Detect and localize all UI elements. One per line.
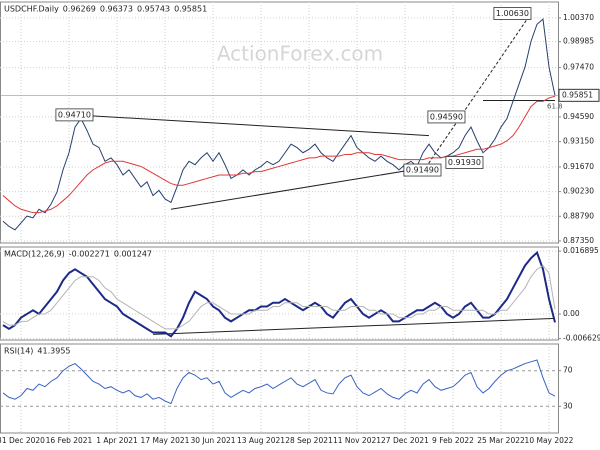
y-tick-label: 0.90230 [563,187,594,196]
x-tick-label: 1 Apr 2021 [96,436,138,445]
x-tick-label: 11 Nov 2021 [333,436,381,445]
trendline [152,317,556,335]
y-tick-label: 0.016895 [563,246,599,255]
panel-title: RSI(14) [4,347,33,356]
x-tick-label: 31 Dec 2020 [0,436,45,445]
y-tick-label: 1.00370 [563,13,594,22]
annotation: 0.91930 [448,158,481,167]
x-tick-label: 27 Dec 2021 [381,436,429,445]
trendline [170,169,412,210]
header-value: 0.96373 [100,5,133,14]
y-tick-label: 0.00 [563,309,580,318]
y-tick-label: 0.88790 [563,211,594,220]
x-tick-label: 10 May 2022 [525,436,574,445]
annotation: 61.8 [547,102,563,110]
series-line [2,359,556,405]
annotation-box [493,7,532,20]
y-tick-label: 0.94590 [563,112,594,121]
header-value: 0.001247 [114,250,152,259]
y-tick-label: 0.93150 [563,137,594,146]
series-line [2,95,556,214]
panel-frame [0,343,559,434]
panel-title: USDCHF.Daily [4,5,59,14]
header-value: -0.002271 [69,250,110,259]
header-value: 41.3955 [37,347,70,356]
y-tick-label: -0.006629 [563,334,600,343]
x-tick-label: 16 Feb 2021 [46,436,93,445]
y-tick-label: 70 [563,366,573,375]
trendline [74,114,430,137]
annotation: 0.91490 [406,166,439,175]
y-tick-label: 0.98985 [563,37,594,46]
x-tick-label: 13 Aug 2021 [237,436,285,445]
y-tick-label: 0.97470 [563,63,594,72]
annotation-box [445,156,484,169]
series-line [2,250,556,338]
annotation: 0.94710 [58,110,91,119]
watermark: ActionForex.com [217,42,383,66]
header-value: 0.95743 [137,5,170,14]
y-tick-label: 0.91670 [563,162,594,171]
panel-frame [0,246,559,341]
series-line [2,18,556,231]
y-tick-label: 0.87350 [563,236,594,245]
x-tick-label: 25 Mar 2022 [477,436,525,445]
x-tick-label: 28 Sep 2021 [285,436,333,445]
panel-frame [0,1,559,244]
series-line [2,264,556,330]
last-price-box [558,88,600,102]
panel-title: MACD(12,26,9) [4,250,65,259]
last-price-label: 0.95851 [562,90,593,99]
header-value: 0.95851 [174,5,207,14]
x-tick-label: 9 Feb 2022 [432,436,474,445]
x-tick-label: 30 Jun 2021 [190,436,235,445]
annotation-box [427,110,466,124]
header-value: 0.96269 [63,5,96,14]
annotation: 0.94590 [430,112,463,121]
trendline [422,13,532,172]
annotation-box [403,163,442,177]
annotation-box [55,108,94,122]
x-tick-label: 17 May 2021 [141,436,190,445]
annotation: 1.00630 [496,9,529,18]
y-tick-label: 30 [563,401,573,410]
